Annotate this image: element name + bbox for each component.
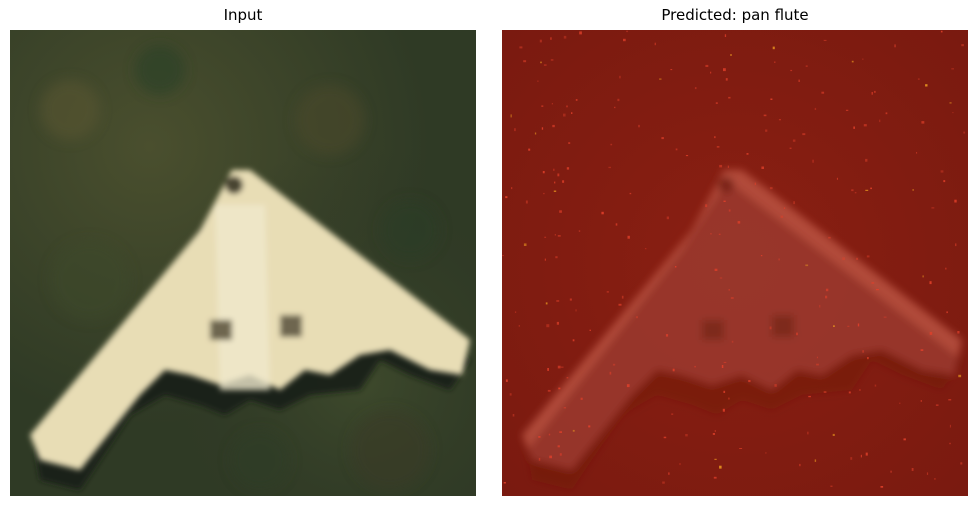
input-title: Input [223, 6, 263, 24]
saliency-speckles [502, 30, 966, 488]
prediction-image [502, 30, 968, 496]
prediction-panel: Predicted: pan flute [502, 0, 968, 506]
input-image [10, 30, 476, 496]
prediction-title: Predicted: pan flute [661, 6, 809, 24]
input-panel: Input [10, 0, 476, 506]
